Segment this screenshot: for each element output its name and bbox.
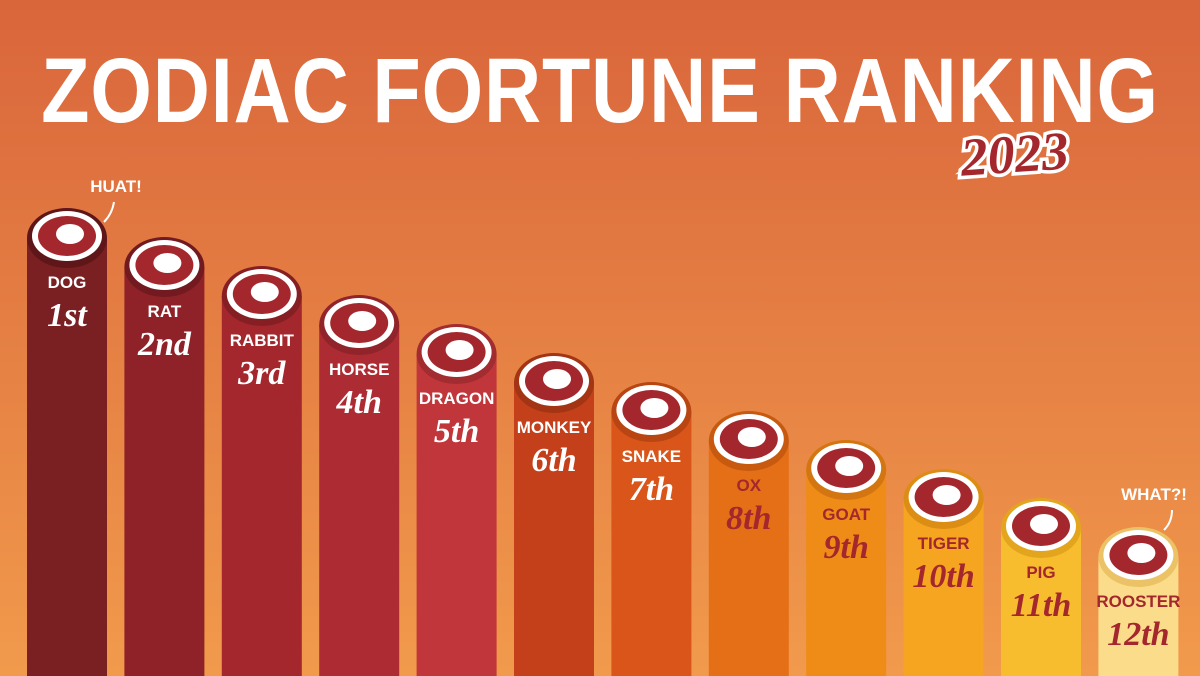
zodiac-rank: 9th [824, 529, 869, 566]
column-body [708, 441, 789, 676]
column: DOG 1st [27, 208, 107, 676]
icon-shape [932, 485, 961, 505]
column-body [124, 267, 205, 676]
annotation: HUAT! [90, 177, 142, 196]
zodiac-rank: 10th [912, 558, 974, 595]
zodiac-rank: 1st [47, 297, 88, 334]
zodiac-name: HORSE [329, 360, 389, 379]
zodiac-rank: 6th [531, 442, 576, 479]
zodiac-name: RAT [148, 302, 182, 321]
column-body [221, 296, 302, 676]
zodiac-name: DRAGON [419, 389, 495, 408]
column: TIGER 10th [903, 469, 984, 676]
column: ROOSTER 12th [1096, 527, 1180, 676]
zodiac-rank: 5th [434, 413, 479, 450]
year: 2023 [958, 120, 1071, 187]
annotation-pointer [1163, 509, 1173, 531]
column-body [514, 383, 594, 676]
icon-shape [835, 456, 864, 476]
icon-shape [153, 253, 182, 273]
zodiac-name: SNAKE [622, 447, 682, 466]
column: GOAT 9th [806, 440, 887, 676]
zodiac-rank: 11th [1011, 587, 1071, 624]
icon-shape [445, 340, 474, 360]
zodiac-name: DOG [48, 273, 87, 292]
column: RAT 2nd [124, 237, 205, 676]
annotation-pointer [103, 201, 115, 223]
zodiac-rank: 4th [336, 384, 382, 421]
column: HORSE 4th [319, 295, 400, 676]
zodiac-rank: 7th [629, 471, 674, 508]
column-body [806, 470, 887, 676]
column-body [319, 325, 400, 676]
icon-shape [1127, 543, 1156, 563]
columns: DOG 1st RAT 2nd RABBIT 3rd HORSE 4th DRAGON 5th MO… [27, 208, 1180, 676]
icon-shape [250, 282, 279, 302]
zodiac-rank: 3rd [237, 355, 286, 392]
column: PIG 11th [1001, 498, 1081, 676]
icon-shape [56, 224, 84, 244]
column: SNAKE 7th [611, 382, 692, 676]
zodiac-rank: 2nd [137, 326, 192, 363]
zodiac-rank: 12th [1107, 616, 1169, 653]
zodiac-name: TIGER [918, 534, 970, 553]
column: MONKEY 6th [514, 353, 594, 676]
title: ZODIAC FORTUNE RANKING [41, 39, 1159, 142]
column: DRAGON 5th [416, 324, 497, 676]
column-body [27, 238, 107, 676]
zodiac-name: PIG [1026, 563, 1055, 582]
zodiac-rank: 8th [726, 500, 771, 537]
zodiac-name: MONKEY [517, 418, 592, 437]
column: OX 8th [708, 411, 789, 676]
column-body [416, 354, 497, 676]
icon-shape [348, 311, 377, 331]
zodiac-name: ROOSTER [1096, 592, 1180, 611]
column: RABBIT 3rd [221, 266, 302, 676]
zodiac-name: OX [737, 476, 762, 495]
icon-shape [737, 427, 766, 447]
zodiac-name: GOAT [822, 505, 870, 524]
icon-shape [1030, 514, 1058, 534]
column-body [611, 412, 692, 676]
annotation: WHAT?! [1121, 485, 1187, 504]
icon-shape [640, 398, 669, 418]
zodiac-name: RABBIT [230, 331, 295, 350]
icon-shape [543, 369, 571, 389]
